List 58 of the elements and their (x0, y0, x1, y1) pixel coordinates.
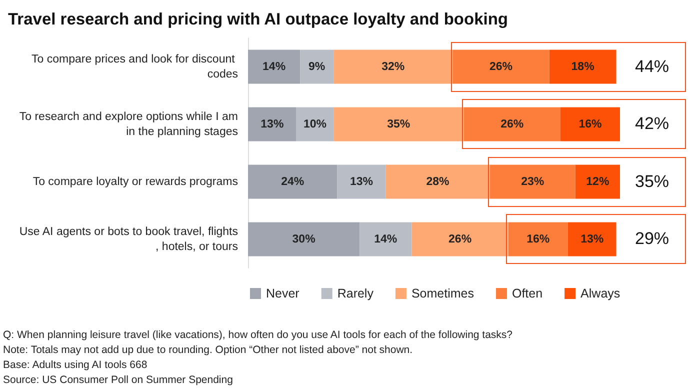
data-label: 16% (578, 118, 602, 130)
bar (560, 107, 620, 142)
bar (300, 50, 334, 84)
bar (386, 164, 490, 199)
y-tick-label: To research and explore options while I am in the planning stages (19, 110, 238, 138)
legend-label: Rarely (337, 286, 374, 300)
data-label: 14% (374, 233, 398, 246)
source-note: Source: US Consumer Poll on Summer Spending (3, 373, 234, 388)
data-label: 26% (500, 118, 524, 130)
bar (568, 222, 616, 256)
data-label: 13% (580, 233, 604, 246)
data-label: 12% (586, 176, 610, 188)
data-label: 26% (489, 60, 512, 73)
data-label: 14% (262, 60, 286, 73)
bar (464, 107, 560, 142)
bar (334, 50, 453, 84)
data-label: 16% (526, 233, 550, 246)
bar (412, 222, 508, 256)
data-label: 32% (382, 60, 405, 73)
bar (334, 107, 464, 142)
chart-title: Travel research and pricing with AI outpace loyalty and booking (8, 10, 508, 28)
data-label: 30% (292, 233, 316, 246)
y-tick-label: To compare prices and look for discount codes (32, 53, 238, 80)
bar (337, 164, 386, 199)
bar (575, 164, 620, 199)
bar (360, 222, 412, 256)
bar (248, 222, 360, 256)
text: Base: Adults using AI tools 668 (3, 358, 148, 373)
y-tick-label: Use AI agents or bots to book travel, flights, hotels, or tours (19, 226, 238, 253)
legend-label: Often (512, 286, 543, 300)
text: Q: When planning leisure travel (like vacations), how often do you use AI tools for each of the following tasks? (3, 328, 513, 343)
bar (296, 107, 334, 142)
text: 42% (634, 114, 670, 134)
data-label: 13% (350, 176, 373, 188)
data-label: 18% (571, 60, 594, 73)
data-label: 26% (448, 233, 472, 246)
data-label: 24% (281, 176, 304, 188)
bar (248, 164, 338, 199)
text: Note: Totals may not add up due to rounding. Option “Other not listed above” not shown. (3, 343, 414, 358)
data-label: 28% (426, 176, 450, 188)
bar (490, 164, 576, 199)
data-label: 23% (521, 176, 544, 188)
legend-label: Sometimes (411, 286, 474, 300)
data-label: 35% (387, 118, 410, 130)
bar (248, 50, 300, 84)
text: 29% (634, 229, 670, 250)
bar (248, 107, 296, 142)
bar (508, 222, 568, 256)
bar (452, 50, 550, 84)
data-label: 10% (303, 118, 326, 130)
text: 35% (634, 172, 670, 192)
y-tick-label: To compare loyalty or rewards programs (32, 176, 238, 188)
data-label: 9% (308, 60, 326, 73)
bar (549, 50, 616, 84)
data-label: 13% (260, 118, 284, 130)
legend-label: Never (266, 286, 300, 300)
text: 44% (634, 56, 670, 77)
legend-label: Always (580, 286, 620, 300)
